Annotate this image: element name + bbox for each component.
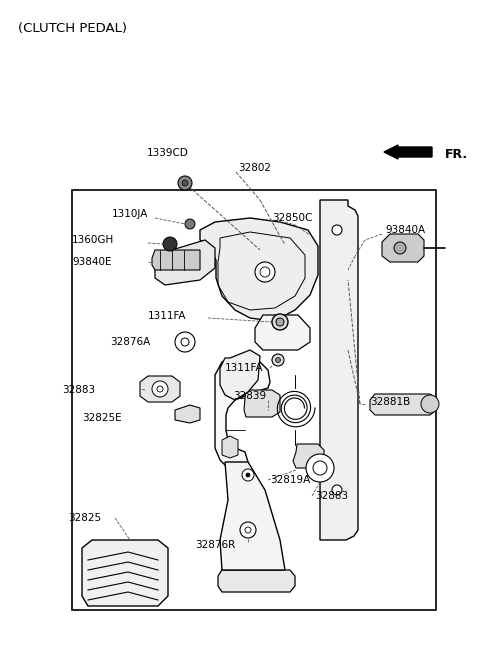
Polygon shape <box>175 405 200 423</box>
Polygon shape <box>220 350 260 400</box>
Circle shape <box>255 262 275 282</box>
Circle shape <box>276 318 284 326</box>
Circle shape <box>394 242 406 254</box>
Polygon shape <box>215 358 270 472</box>
Circle shape <box>163 237 177 251</box>
Polygon shape <box>82 540 168 606</box>
Polygon shape <box>370 394 436 415</box>
Circle shape <box>178 176 192 190</box>
Circle shape <box>246 473 250 477</box>
Polygon shape <box>155 240 215 285</box>
Text: 32876A: 32876A <box>110 337 150 347</box>
Text: (CLUTCH PEDAL): (CLUTCH PEDAL) <box>18 22 127 35</box>
Text: FR.: FR. <box>445 148 468 161</box>
Polygon shape <box>293 444 324 468</box>
Text: 32850C: 32850C <box>272 213 312 223</box>
Circle shape <box>152 381 168 397</box>
Circle shape <box>421 395 439 413</box>
Text: 1311FA: 1311FA <box>225 363 264 373</box>
FancyArrow shape <box>384 145 432 159</box>
Text: 1311FA: 1311FA <box>148 311 187 321</box>
Circle shape <box>175 332 195 352</box>
Circle shape <box>272 354 284 366</box>
Text: 32881B: 32881B <box>370 397 410 407</box>
Text: 32802: 32802 <box>238 163 271 173</box>
Polygon shape <box>218 570 295 592</box>
Circle shape <box>332 225 342 235</box>
Circle shape <box>185 219 195 229</box>
Circle shape <box>272 314 288 330</box>
Polygon shape <box>244 390 280 417</box>
Text: 93840E: 93840E <box>72 257 111 267</box>
Polygon shape <box>320 200 358 540</box>
Circle shape <box>240 522 256 538</box>
Circle shape <box>242 469 254 481</box>
Circle shape <box>260 267 270 277</box>
Polygon shape <box>382 234 424 262</box>
Circle shape <box>182 180 188 186</box>
Circle shape <box>276 357 280 363</box>
Text: 32876R: 32876R <box>195 540 235 550</box>
Polygon shape <box>140 376 180 402</box>
Polygon shape <box>200 218 318 320</box>
Polygon shape <box>222 436 238 458</box>
Text: 32825: 32825 <box>68 513 101 523</box>
Text: 32839: 32839 <box>233 391 266 401</box>
Text: 32825E: 32825E <box>82 413 121 423</box>
Text: 93840A: 93840A <box>385 225 425 235</box>
Circle shape <box>332 485 342 495</box>
Text: 32819A: 32819A <box>270 475 310 485</box>
Text: 1339CD: 1339CD <box>147 148 189 158</box>
Text: 1360GH: 1360GH <box>72 235 114 245</box>
Polygon shape <box>255 315 310 350</box>
Polygon shape <box>152 250 200 270</box>
Text: 32883: 32883 <box>315 491 348 501</box>
Polygon shape <box>220 462 285 570</box>
Circle shape <box>306 454 334 482</box>
Text: 1310JA: 1310JA <box>112 209 148 219</box>
Text: 32883: 32883 <box>62 385 95 395</box>
Bar <box>72 190 436 610</box>
